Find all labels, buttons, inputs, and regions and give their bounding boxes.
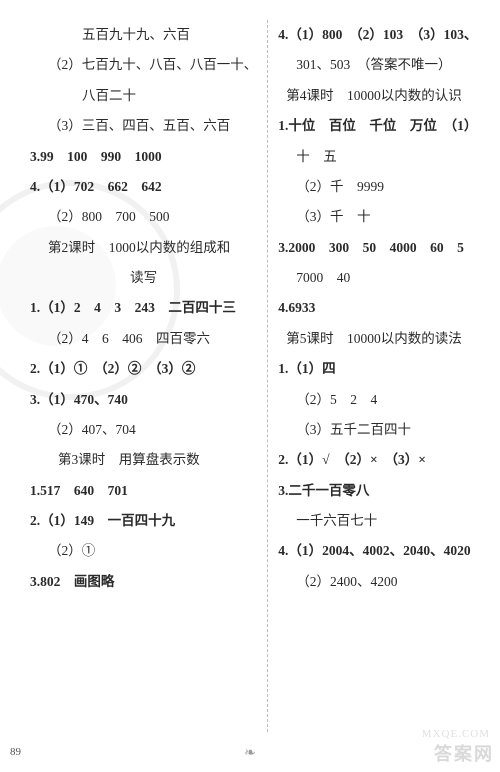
text-line: （2）407、704 xyxy=(30,415,257,445)
right-column: 4.（1）800 （2）103 （3）103、 301、503 （答案不唯一） … xyxy=(272,20,482,732)
text-line: 4.6933 xyxy=(278,293,482,323)
text-line: 3.2000 300 50 4000 60 5 xyxy=(278,233,482,263)
watermark-brand: 答案网 xyxy=(434,740,494,766)
text-line: 八百二十 xyxy=(30,81,257,111)
page-container: 五百九十九、六百 （2）七百九十、八百、八百一十、 八百二十 （3）三百、四百、… xyxy=(0,0,500,772)
text-line: 十 五 xyxy=(278,142,482,172)
section-title: 第4课时 10000以内数的认识 xyxy=(278,81,482,111)
text-line: 3.99 100 990 1000 xyxy=(30,142,257,172)
text-line: 301、503 （答案不唯一） xyxy=(278,50,482,80)
text-line: 7000 40 xyxy=(278,263,482,293)
section-title: 第2课时 1000以内数的组成和 xyxy=(30,233,257,263)
text-line: （3）千 十 xyxy=(278,202,482,232)
text-line: 1.十位 百位 千位 万位 （1） xyxy=(278,111,482,141)
text-line: 3.802 画图略 xyxy=(30,567,257,597)
section-title: 第5课时 10000以内数的读法 xyxy=(278,324,482,354)
left-column: 五百九十九、六百 （2）七百九十、八百、八百一十、 八百二十 （3）三百、四百、… xyxy=(30,20,263,732)
text-line: 一千六百七十 xyxy=(278,506,482,536)
text-line: （2）800 700 500 xyxy=(30,202,257,232)
text-line: 1.（1）四 xyxy=(278,354,482,384)
text-line: 2.（1）√ （2）× （3）× xyxy=(278,445,482,475)
text-line: 1.517 640 701 xyxy=(30,476,257,506)
text-line: 4.（1）800 （2）103 （3）103、 xyxy=(278,20,482,50)
text-line: 2.（1）① （2）② （3）② xyxy=(30,354,257,384)
text-line: （2）千 9999 xyxy=(278,172,482,202)
text-line: 3.二千一百零八 xyxy=(278,476,482,506)
text-line: 4.（1）2004、4002、2040、4020 xyxy=(278,536,482,566)
text-line: （2）① xyxy=(30,536,257,566)
text-line: （2）4 6 406 四百零六 xyxy=(30,324,257,354)
section-title: 第3课时 用算盘表示数 xyxy=(30,445,257,475)
text-line: 1.（1）2 4 3 243 二百四十三 xyxy=(30,293,257,323)
text-line: （2）2400、4200 xyxy=(278,567,482,597)
text-line: （3）三百、四百、五百、六百 xyxy=(30,111,257,141)
text-line: 五百九十九、六百 xyxy=(30,20,257,50)
watermark-url: MXQE.COM xyxy=(422,728,490,740)
text-line: （2）5 2 4 xyxy=(278,385,482,415)
text-line: 4.（1）702 662 642 xyxy=(30,172,257,202)
text-line: （3）五千二百四十 xyxy=(278,415,482,445)
text-line: 2.（1）149 一百四十九 xyxy=(30,506,257,536)
column-divider xyxy=(267,20,268,732)
text-line: 3.（1）470、740 xyxy=(30,385,257,415)
section-title: 读写 xyxy=(30,263,257,293)
text-line: （2）七百九十、八百、八百一十、 xyxy=(30,50,257,80)
